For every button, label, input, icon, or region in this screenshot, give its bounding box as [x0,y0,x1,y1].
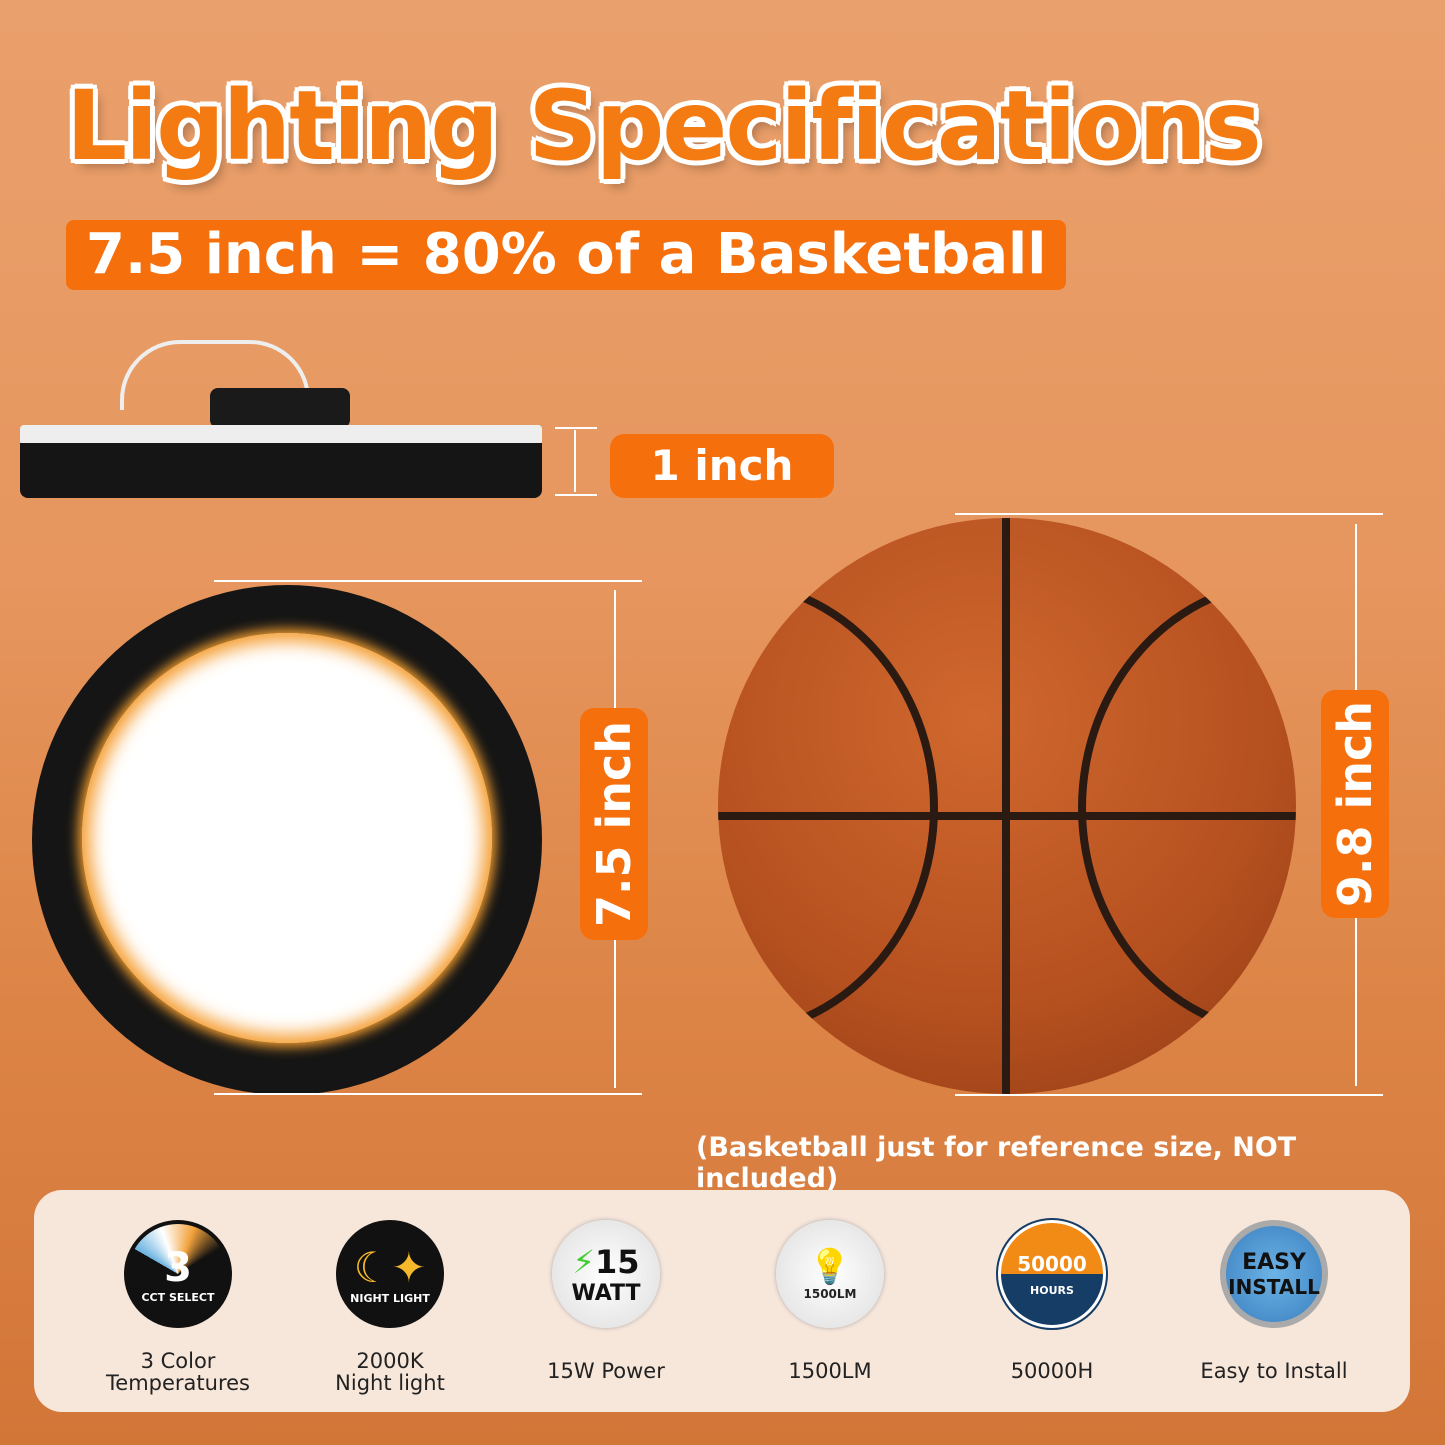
night-light-icon: ☾✦ NIGHT LIGHT [336,1220,444,1328]
easy-install-icon: EASY INSTALL [1220,1220,1328,1328]
reference-note: (Basketball just for reference size, NOT… [696,1132,1297,1194]
light-side-view [20,340,542,500]
feature-cct: 3 CCT SELECT 3 Color Temperatures [78,1220,278,1394]
page-title: Lighting Specifications [66,70,1262,182]
basketball-size-label: 9.8 inch [1328,700,1383,908]
watt-icon: ⚡15 WATT [552,1220,660,1328]
diameter-label: 7.5 inch [587,720,642,928]
feature-watt: ⚡15 WATT 15W Power [506,1220,706,1382]
hours-icon: 50000 HOURS [996,1218,1108,1330]
light-front-view [32,585,542,1095]
bulb-icon: 💡 1500LM [776,1220,884,1328]
feature-hours: 50000 HOURS 50000H [952,1218,1152,1382]
features-panel: 3 CCT SELECT 3 Color Temperatures ☾✦ NIGHT … [34,1190,1410,1412]
height-label: 1 inch [610,434,834,498]
basketball-image [718,518,1296,1094]
feature-easy-install: EASY INSTALL Easy to Install [1174,1220,1374,1382]
cct-select-icon: 3 CCT SELECT [124,1220,232,1328]
subtitle-banner: 7.5 inch = 80% of a Basketball [66,220,1067,290]
feature-night-light: ☾✦ NIGHT LIGHT 2000K Night light [290,1220,490,1394]
feature-lumens: 💡 1500LM 1500LM [730,1220,930,1382]
